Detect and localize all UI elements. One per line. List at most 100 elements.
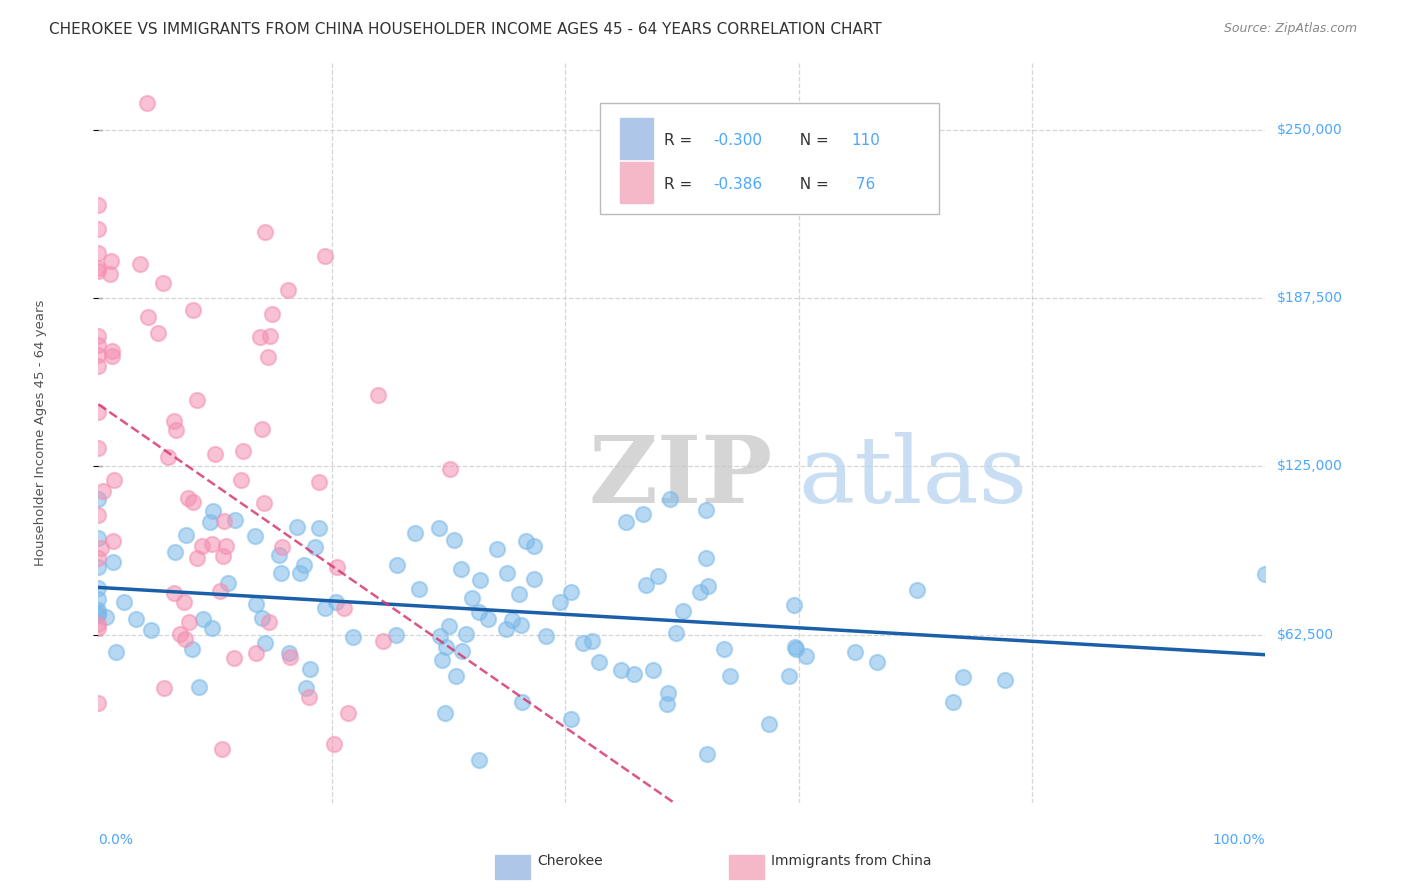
Point: [163, 414, 186, 428]
Point: [87, 560, 110, 574]
Point: [100, 254, 122, 268]
Point: [201, 504, 224, 518]
Text: R =: R =: [665, 178, 697, 192]
Point: [367, 388, 389, 402]
Point: [141, 623, 163, 637]
Point: [101, 349, 124, 363]
Point: [371, 633, 394, 648]
Point: [259, 328, 281, 343]
Point: [609, 663, 631, 677]
Point: [470, 573, 492, 587]
Point: [87, 441, 110, 455]
Point: [87, 696, 110, 710]
Point: [245, 646, 267, 660]
Point: [181, 495, 204, 509]
Point: [534, 629, 557, 643]
Point: [308, 475, 330, 489]
Point: [87, 491, 110, 506]
Point: [215, 539, 238, 553]
Text: $62,500: $62,500: [1277, 628, 1334, 641]
Point: [96, 610, 118, 624]
Text: Immigrants from China: Immigrants from China: [770, 855, 931, 868]
Point: [87, 261, 110, 276]
Point: [256, 350, 278, 364]
Point: [495, 622, 517, 636]
Point: [905, 582, 928, 597]
Point: [385, 628, 408, 642]
Point: [87, 608, 110, 623]
Point: [785, 641, 807, 656]
Point: [245, 597, 267, 611]
Point: [342, 630, 364, 644]
Text: 76: 76: [851, 178, 876, 192]
Point: [844, 644, 866, 658]
Point: [298, 690, 321, 705]
Point: [758, 717, 780, 731]
Point: [450, 562, 472, 576]
Text: N =: N =: [790, 133, 834, 147]
Point: [942, 695, 965, 709]
Point: [689, 585, 711, 599]
FancyBboxPatch shape: [728, 855, 763, 879]
Point: [100, 344, 122, 359]
Point: [98, 268, 121, 282]
Point: [87, 603, 110, 617]
Point: [87, 347, 110, 361]
Point: [232, 444, 254, 458]
Point: [695, 551, 717, 566]
Point: [277, 283, 299, 297]
Point: [496, 566, 519, 581]
Point: [103, 534, 125, 549]
Point: [508, 587, 530, 601]
Point: [270, 566, 292, 580]
Point: [323, 737, 346, 751]
Point: [217, 576, 239, 591]
Point: [672, 604, 695, 618]
Point: [1254, 567, 1277, 582]
Point: [201, 622, 224, 636]
Text: Source: ZipAtlas.com: Source: ZipAtlas.com: [1223, 22, 1357, 36]
Point: [560, 712, 582, 726]
Point: [713, 642, 735, 657]
Point: [285, 520, 308, 534]
Point: [176, 528, 198, 542]
Point: [314, 601, 336, 615]
Point: [191, 611, 214, 625]
Point: [657, 686, 679, 700]
Point: [87, 591, 110, 606]
Text: CHEROKEE VS IMMIGRANTS FROM CHINA HOUSEHOLDER INCOME AGES 45 - 64 YEARS CORRELAT: CHEROKEE VS IMMIGRANTS FROM CHINA HOUSEH…: [49, 22, 882, 37]
Point: [211, 742, 233, 756]
Point: [87, 359, 110, 373]
Point: [181, 641, 204, 656]
Point: [404, 526, 426, 541]
Point: [522, 539, 544, 553]
Point: [614, 515, 637, 529]
Point: [136, 95, 159, 110]
Point: [697, 579, 720, 593]
Point: [337, 706, 360, 721]
Point: [259, 615, 281, 630]
Point: [572, 636, 595, 650]
Text: ZIP: ZIP: [589, 432, 773, 522]
Point: [87, 404, 110, 418]
Point: [468, 754, 491, 768]
Point: [325, 560, 347, 574]
Point: [641, 663, 664, 677]
Point: [794, 649, 817, 664]
Point: [87, 328, 110, 343]
Point: [408, 582, 430, 597]
Text: 110: 110: [851, 133, 880, 147]
Point: [509, 618, 531, 632]
Point: [270, 541, 292, 555]
Point: [229, 473, 252, 487]
Point: [87, 263, 110, 277]
Text: Cherokee: Cherokee: [537, 855, 603, 868]
Point: [437, 619, 460, 633]
Point: [165, 544, 187, 558]
Point: [176, 491, 198, 506]
Point: [157, 450, 180, 465]
Point: [87, 246, 110, 260]
Point: [432, 653, 454, 667]
Text: $125,000: $125,000: [1277, 459, 1343, 474]
Point: [623, 667, 645, 681]
